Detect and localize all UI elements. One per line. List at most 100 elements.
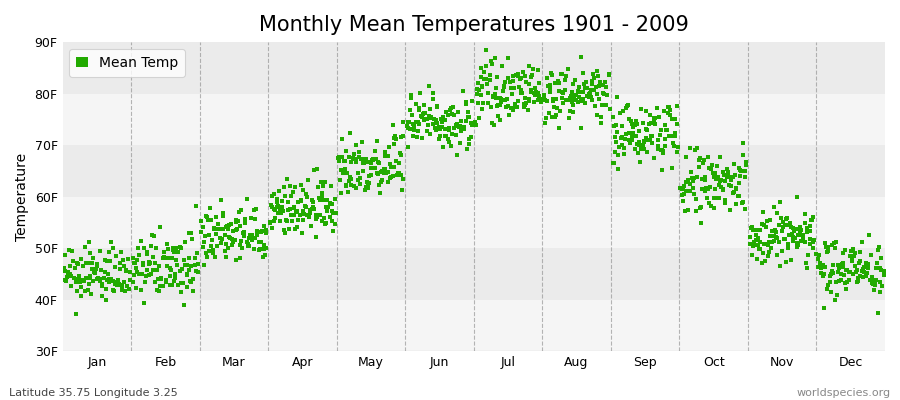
Point — [418, 116, 433, 122]
Point — [264, 202, 278, 208]
Point — [104, 276, 119, 282]
Point — [120, 283, 134, 289]
Point — [566, 109, 580, 115]
Point — [664, 133, 679, 140]
Point — [803, 240, 817, 247]
Point — [266, 218, 281, 224]
Point — [524, 74, 538, 81]
Point — [784, 257, 798, 263]
Point — [187, 262, 202, 268]
Point — [602, 71, 616, 77]
Point — [736, 152, 751, 158]
Point — [842, 276, 856, 283]
Point — [838, 280, 852, 286]
Point — [247, 246, 261, 252]
Point — [706, 204, 721, 211]
Point — [691, 163, 706, 170]
Point — [718, 197, 733, 204]
Point — [823, 272, 837, 279]
Point — [197, 262, 211, 268]
Point — [111, 279, 125, 286]
Point — [97, 269, 112, 275]
Point — [434, 116, 448, 122]
Point — [358, 156, 373, 162]
Point — [78, 243, 93, 250]
Point — [817, 240, 832, 246]
Point — [829, 239, 843, 246]
Point — [695, 186, 709, 192]
Point — [732, 165, 746, 172]
Point — [382, 161, 397, 168]
Point — [187, 255, 202, 261]
Point — [411, 120, 426, 127]
Point — [380, 152, 394, 159]
Point — [751, 235, 765, 241]
Point — [611, 152, 625, 158]
Point — [196, 239, 211, 245]
Point — [274, 204, 289, 210]
Point — [392, 160, 407, 166]
Point — [407, 127, 421, 133]
Point — [594, 120, 608, 126]
Point — [116, 279, 130, 286]
Point — [575, 96, 590, 102]
Y-axis label: Temperature: Temperature — [15, 152, 29, 241]
Point — [58, 252, 72, 258]
Point — [518, 94, 532, 101]
Point — [94, 281, 109, 288]
Point — [286, 189, 301, 196]
Point — [137, 245, 151, 251]
Point — [356, 160, 370, 166]
Point — [563, 93, 578, 99]
Point — [613, 110, 627, 116]
Point — [86, 278, 101, 285]
Point — [578, 100, 592, 106]
Point — [794, 226, 808, 233]
Point — [537, 93, 552, 100]
Point — [460, 146, 474, 152]
Point — [518, 100, 533, 106]
Point — [531, 90, 545, 96]
Point — [644, 137, 658, 144]
Point — [377, 166, 392, 172]
Point — [298, 202, 312, 209]
Point — [426, 121, 440, 127]
Point — [406, 121, 420, 128]
Point — [122, 269, 137, 276]
Point — [229, 217, 243, 223]
Point — [250, 232, 265, 238]
Point — [361, 184, 375, 191]
Point — [850, 274, 865, 281]
Point — [573, 98, 588, 104]
Point — [471, 80, 485, 86]
Point — [295, 230, 310, 236]
Point — [133, 238, 148, 245]
Point — [309, 234, 323, 240]
Point — [240, 239, 255, 246]
Point — [715, 176, 729, 183]
Point — [390, 172, 404, 179]
Point — [705, 162, 719, 168]
Point — [215, 236, 230, 242]
Point — [284, 192, 299, 199]
Point — [562, 114, 576, 121]
Point — [300, 194, 314, 200]
Point — [788, 234, 803, 241]
Point — [568, 77, 582, 84]
Point — [396, 176, 410, 182]
Point — [804, 217, 818, 224]
Point — [378, 153, 392, 159]
Point — [411, 107, 426, 113]
Point — [288, 225, 302, 232]
Point — [633, 141, 647, 148]
Point — [760, 224, 774, 230]
Point — [339, 148, 354, 154]
Point — [726, 160, 741, 167]
Point — [300, 212, 314, 218]
Point — [317, 197, 331, 204]
Point — [511, 83, 526, 90]
Point — [457, 124, 472, 130]
Point — [574, 53, 589, 60]
Point — [148, 260, 162, 266]
Point — [474, 83, 489, 90]
